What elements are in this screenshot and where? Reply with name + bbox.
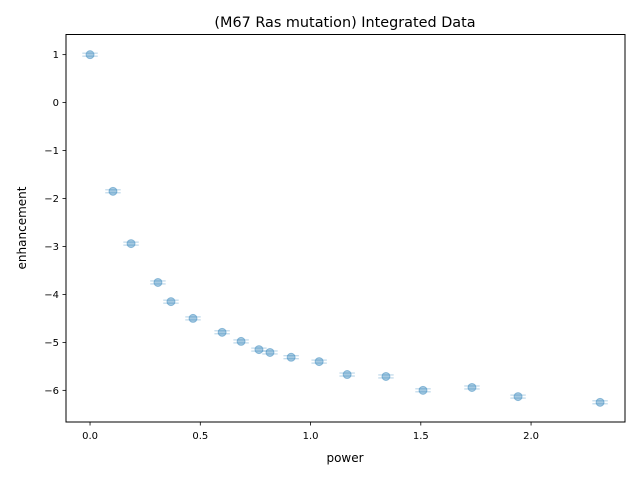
y-axis-ticks: 1 0 −1 −2 −3 −4 −5 −6 — [44, 50, 66, 397]
point-marker — [217, 327, 227, 337]
data-point — [214, 327, 230, 337]
point-marker — [126, 239, 136, 249]
point-marker — [595, 397, 605, 407]
y-tick-label: −5 — [44, 338, 59, 349]
data-point — [592, 397, 608, 407]
x-tick-label: 1.0 — [303, 431, 319, 442]
data-point — [251, 345, 267, 355]
y-tick-label: 1 — [53, 50, 59, 61]
point-marker — [265, 347, 275, 357]
data-point — [415, 385, 431, 395]
y-tick-label: −2 — [44, 194, 59, 205]
x-tick-label: 0.5 — [192, 431, 208, 442]
data-point — [339, 370, 355, 380]
y-tick-label: −1 — [44, 146, 59, 157]
point-marker — [188, 313, 198, 323]
data-point — [150, 277, 166, 287]
data-point — [185, 313, 201, 323]
y-axis-label: enhancement — [15, 186, 29, 269]
y-tick-label: −4 — [44, 290, 59, 301]
data-point — [123, 239, 139, 249]
data-point — [163, 297, 179, 307]
data-points — [82, 50, 608, 407]
point-marker — [236, 336, 246, 346]
data-point — [464, 382, 480, 392]
data-point — [233, 336, 249, 346]
point-marker — [166, 297, 176, 307]
point-marker — [108, 186, 118, 196]
point-marker — [314, 357, 324, 367]
y-tick-label: 0 — [53, 98, 59, 109]
point-marker — [286, 352, 296, 362]
y-tick-label: −3 — [44, 242, 59, 253]
x-axis-label: power — [326, 451, 363, 465]
axes-frame — [65, 34, 626, 423]
data-point — [283, 352, 299, 362]
data-point — [510, 392, 526, 402]
point-marker — [153, 277, 163, 287]
x-tick-label: 1.5 — [413, 431, 429, 442]
point-marker — [467, 382, 477, 392]
x-tick-label: 0.0 — [82, 431, 98, 442]
point-marker — [85, 50, 95, 60]
data-point — [378, 371, 394, 381]
chart-title: (M67 Ras mutation) Integrated Data — [214, 15, 475, 31]
x-axis-ticks: 0.0 0.5 1.0 1.5 2.0 — [82, 422, 539, 442]
point-marker — [381, 371, 391, 381]
data-point — [82, 50, 98, 60]
x-tick-label: 2.0 — [523, 431, 539, 442]
point-marker — [342, 370, 352, 380]
data-point — [262, 347, 278, 357]
data-point — [105, 186, 121, 196]
data-point — [311, 357, 327, 367]
point-marker — [418, 385, 428, 395]
point-marker — [254, 345, 264, 355]
point-marker — [513, 392, 523, 402]
y-tick-label: −6 — [44, 386, 59, 397]
